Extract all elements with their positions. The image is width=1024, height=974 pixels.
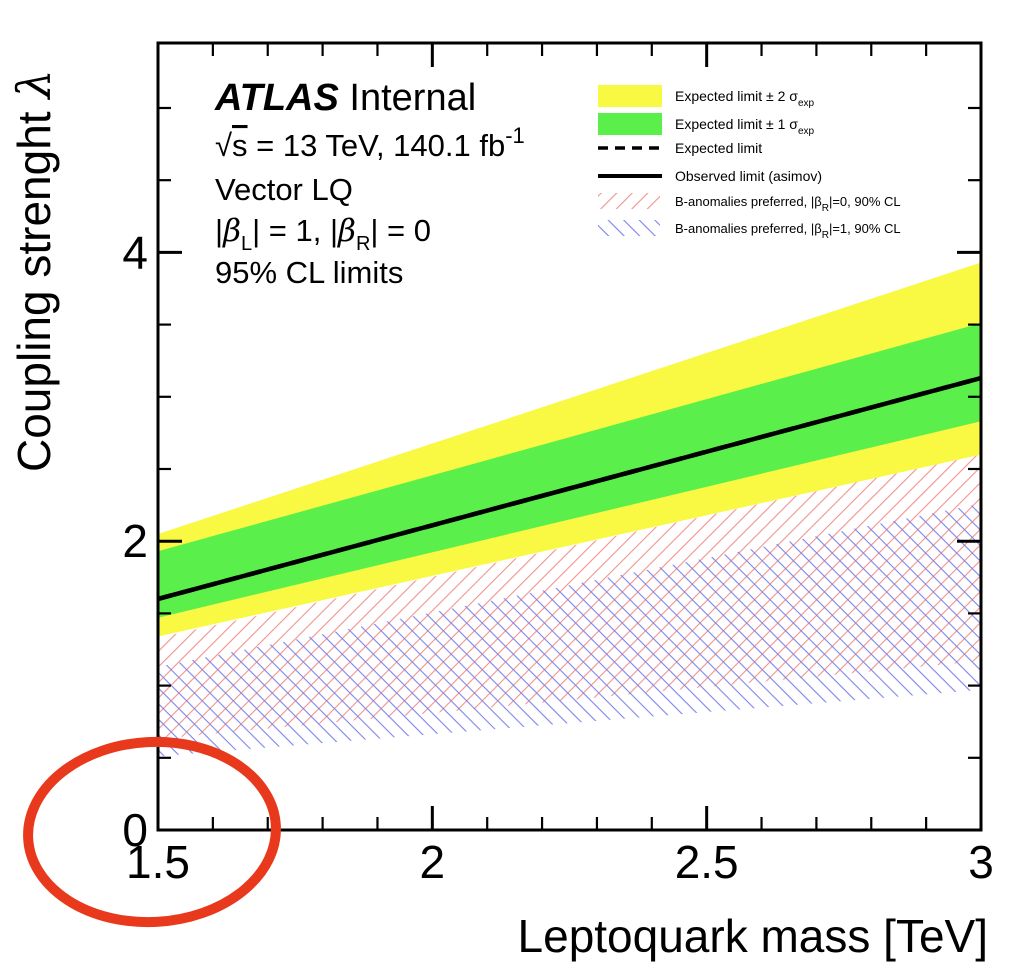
series-group [157, 262, 982, 757]
info-energy-lumi: √s = 13 TeV, 140.1 fb-1 [215, 123, 525, 163]
y-tick-label: 0 [122, 804, 148, 856]
legend-item: Expected limit [598, 140, 762, 156]
y-tick-label: 4 [122, 226, 148, 278]
y-tick-label: 2 [122, 515, 148, 567]
info-couplings: |βL| = 1, |βR| = 0 [215, 213, 431, 255]
x-tick-labels: 1.5 2 2.5 3 [126, 836, 994, 888]
info-model: Vector LQ [215, 172, 353, 207]
legend-item-label: B-anomalies preferred, |βR|=1, 90% CL [675, 221, 901, 241]
legend-item-label: Expected limit [675, 140, 762, 156]
legend-item: B-anomalies preferred, |βR|=1, 90% CL [598, 220, 901, 241]
info-cl-label: 95% CL limits [215, 255, 403, 290]
info-experiment-label: ATLAS Internal [214, 77, 476, 119]
legend: Expected limit ± 2 σexp Expected limit ± … [598, 85, 901, 241]
y-tick-labels: 0 2 4 [122, 226, 148, 856]
legend-item: Expected limit ± 2 σexp [598, 85, 814, 109]
x-tick-label: 1.5 [126, 836, 190, 888]
plot-frame [156, 41, 983, 832]
x-tick-label: 3 [968, 836, 994, 888]
legend-item: Expected limit ± 1 σexp [598, 113, 814, 137]
legend-swatch-red-hatch [598, 193, 660, 209]
axis-ticks [156, 43, 983, 832]
legend-swatch-blue-hatch [598, 220, 660, 236]
info-box: ATLAS Internal√s = 13 TeV, 140.1 fb-1 Vec… [214, 77, 525, 290]
legend-item: Observed limit (asimov) [598, 168, 822, 184]
b_anomalies_preferred_betaR_1 [158, 503, 981, 757]
legend-swatch-1sigma [598, 113, 662, 135]
legend-item-label: Observed limit (asimov) [675, 168, 822, 184]
legend-item-label: B-anomalies preferred, |βR|=0, 90% CL [675, 194, 901, 214]
x-axis-title: Leptoquark mass [TeV] [518, 910, 988, 962]
legend-item: B-anomalies preferred, |βR|=0, 90% CL [598, 193, 901, 214]
annotation-ellipse [23, 736, 281, 928]
legend-item-label: Expected limit ± 2 σexp [675, 88, 814, 109]
legend-item-label: Expected limit ± 1 σexp [675, 116, 814, 137]
x-tick-label: 2 [420, 836, 446, 888]
y-axis-title: Coupling strenght λ [7, 69, 61, 472]
observed_limit_asimov [157, 375, 982, 602]
legend-swatch-2sigma [598, 85, 662, 107]
x-tick-label: 2.5 [675, 836, 739, 888]
